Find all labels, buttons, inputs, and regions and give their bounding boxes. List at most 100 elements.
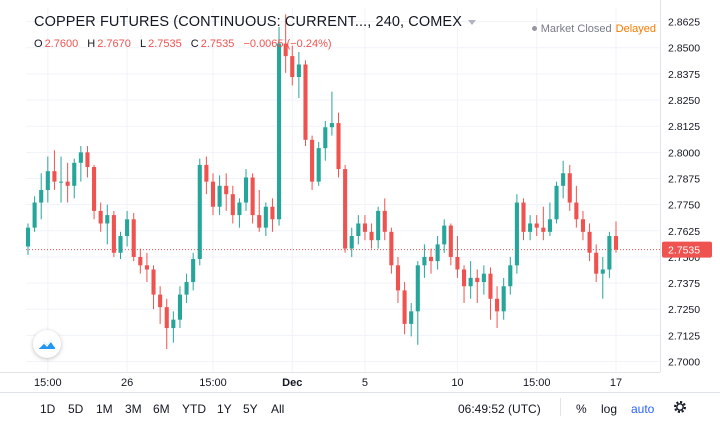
candle-body — [138, 256, 143, 266]
candle-body — [230, 194, 235, 216]
candle-body — [177, 294, 183, 320]
y-tick-label: 2.8375 — [668, 69, 700, 81]
candle-body — [501, 286, 506, 312]
candle-body — [415, 265, 420, 312]
candle-body — [290, 56, 295, 78]
y-tick-label: 2.7000 — [668, 357, 700, 369]
y-tick-label: 2.8250 — [668, 95, 700, 107]
y-tick-label: 2.7125 — [668, 330, 700, 342]
x-tick-label: 17 — [610, 377, 622, 389]
candle-body — [508, 265, 513, 287]
candle-body — [362, 223, 367, 232]
candle-body — [534, 223, 539, 228]
candle-body — [257, 215, 262, 228]
candle-body — [210, 181, 216, 207]
candle-body — [270, 206, 275, 220]
candle-body — [336, 123, 341, 170]
candle-body — [25, 227, 31, 247]
x-tick-label: 15:00 — [199, 377, 227, 389]
chart-area[interactable]: 2.8625 2.8500 2.8375 2.8250 2.8125 2.8000 2.78… — [0, 0, 720, 390]
y-tick-label: 2.8000 — [668, 147, 700, 159]
candle-body — [514, 202, 519, 266]
candle-body — [488, 273, 493, 299]
bottom-toolbar: 1D 5D 1M 3M 6M YTD 1Y 5Y All 06:49:52 (U… — [0, 392, 720, 421]
ohlc-legend: O 2.7600 H 2.7670 L 2.7535 C 2.7535 −0.0065 … — [34, 38, 338, 50]
candle-body — [369, 231, 374, 241]
market-status-text: Market Closed — [540, 23, 612, 35]
range-1d-button[interactable]: 1D — [40, 402, 56, 416]
close-value: 2.7535 — [200, 38, 235, 50]
candle-body — [78, 152, 83, 163]
gear-icon[interactable] — [672, 399, 688, 415]
candle-body — [455, 256, 460, 270]
range-5d-button[interactable]: 5D — [68, 402, 84, 416]
candle-body — [316, 148, 321, 182]
auto-scale-toggle[interactable]: auto — [631, 402, 655, 416]
candle-body — [395, 265, 401, 291]
high-label: H — [87, 38, 96, 50]
close-label: C — [190, 38, 199, 50]
candle-body — [125, 219, 130, 237]
candle-body — [607, 236, 612, 270]
low-label: L — [139, 38, 147, 50]
candle-body — [217, 185, 222, 207]
candle-body — [422, 256, 427, 266]
range-1m-button[interactable]: 1M — [96, 402, 113, 416]
log-scale-toggle[interactable]: log — [601, 402, 618, 416]
candlestick-chart[interactable]: 2.8625 2.8500 2.8375 2.8250 2.8125 2.8000 2.78… — [0, 0, 720, 392]
candle-body — [224, 185, 229, 195]
candle-body — [310, 139, 315, 182]
candle-body — [594, 252, 599, 274]
range-5y-button[interactable]: 5Y — [243, 402, 258, 416]
x-tick-label: 15:00 — [523, 377, 551, 389]
range-3m-button[interactable]: 3M — [125, 402, 142, 416]
x-tick-label: 5 — [362, 377, 368, 389]
candle-body — [144, 265, 149, 270]
candle-body — [45, 171, 50, 190]
candle-body — [580, 219, 586, 232]
candle-body — [263, 206, 268, 228]
candle-body — [151, 269, 156, 295]
range-all-button[interactable]: All — [271, 402, 285, 416]
candle-body — [158, 294, 163, 308]
candle-body — [349, 236, 354, 249]
candle-body — [376, 210, 381, 241]
percent-scale-toggle[interactable]: % — [576, 402, 587, 416]
candle-body — [495, 298, 500, 312]
x-tick-label: 10 — [451, 377, 463, 389]
candle-body — [428, 256, 434, 262]
candle-body — [402, 290, 407, 324]
toolbar-divider — [560, 398, 561, 416]
y-tick-label: 2.8125 — [668, 121, 700, 133]
candle-body — [283, 43, 288, 57]
candle-body — [164, 307, 169, 329]
last-price-badge — [662, 241, 712, 258]
range-1y-button[interactable]: 1Y — [217, 402, 232, 416]
open-value: 2.7600 — [44, 38, 79, 50]
candle-body — [587, 231, 592, 253]
x-tick-label: 26 — [121, 377, 133, 389]
candle-body — [204, 164, 209, 182]
candle-body — [409, 311, 414, 324]
candle-body — [58, 181, 64, 183]
title-caret-icon[interactable] — [467, 19, 476, 25]
utc-clock[interactable]: 06:49:52 (UTC) — [458, 402, 541, 416]
candle-body — [191, 259, 196, 283]
candle-body — [600, 269, 605, 274]
low-value: 2.7535 — [148, 38, 182, 50]
range-ytd-button[interactable]: YTD — [182, 402, 206, 416]
tradingview-logo-icon[interactable] — [33, 330, 61, 358]
candle-body — [329, 123, 334, 128]
candle-body — [528, 223, 533, 232]
symbol-title[interactable]: COPPER FUTURES (CONTINUOUS: CURRENT..., … — [34, 14, 476, 30]
candle-body — [72, 162, 77, 186]
last-price-label: 2.7535 — [668, 245, 700, 257]
y-tick-label: 2.7375 — [668, 278, 700, 290]
high-value: 2.7670 — [97, 38, 131, 50]
candle-body — [118, 236, 123, 253]
range-6m-button[interactable]: 6M — [153, 402, 170, 416]
candle-body — [323, 127, 328, 149]
candle-body — [184, 282, 189, 295]
candle-body — [32, 202, 37, 228]
candle-body — [92, 166, 97, 211]
